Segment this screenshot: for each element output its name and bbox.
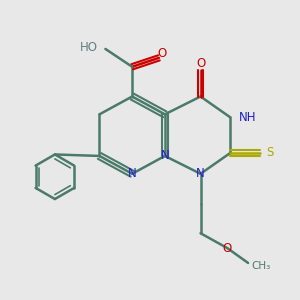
Text: O: O [196,57,205,70]
Text: N: N [196,167,205,180]
Text: HO: HO [80,41,98,54]
Text: N: N [160,149,169,162]
Text: NH: NH [239,111,257,124]
Text: S: S [266,146,273,160]
Text: O: O [157,47,167,60]
Text: O: O [223,242,232,255]
Text: N: N [128,167,136,180]
Text: CH₃: CH₃ [251,261,270,271]
